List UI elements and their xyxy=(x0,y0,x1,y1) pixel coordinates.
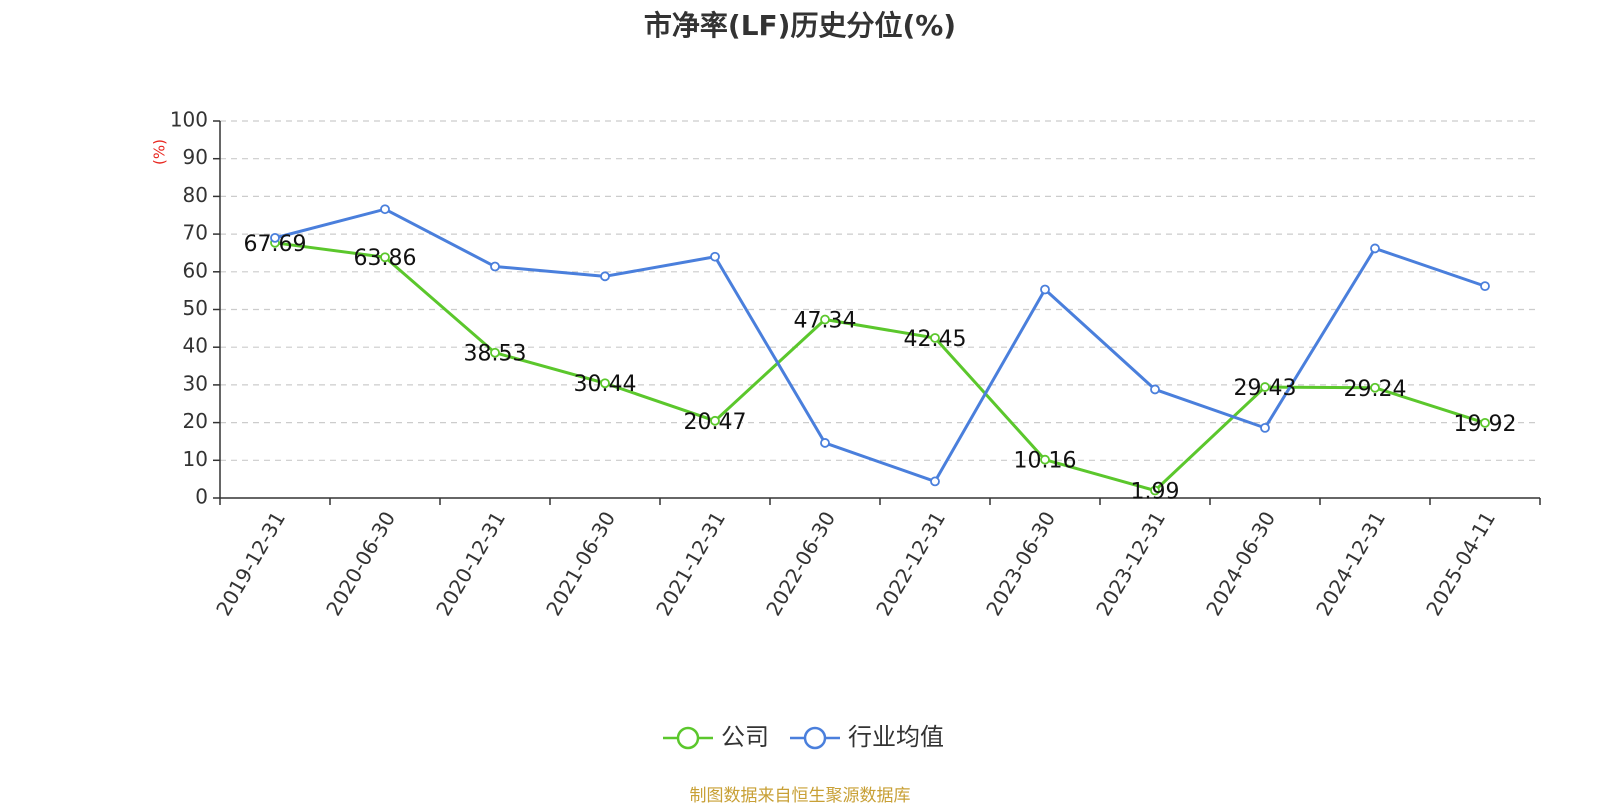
data-label-11: 19.92 xyxy=(1454,412,1517,437)
legend-item-1[interactable]: 行业均值 xyxy=(790,723,944,751)
data-point-s1-10[interactable] xyxy=(1370,243,1380,254)
data-label-6: 42.45 xyxy=(904,327,967,352)
data-point-s0-5[interactable] xyxy=(820,314,830,325)
data-point-s0-1[interactable] xyxy=(380,252,390,263)
y-tick-label-60: 60 xyxy=(183,258,208,282)
data-label-2: 38.53 xyxy=(464,342,527,367)
legend-label-0: 公司 xyxy=(721,723,769,751)
grid-lines xyxy=(220,120,1540,461)
data-point-s0-7[interactable] xyxy=(1040,454,1050,465)
data-point-s1-11[interactable] xyxy=(1480,281,1490,292)
data-point-s1-1[interactable] xyxy=(380,204,390,215)
data-point-s0-2[interactable] xyxy=(490,347,500,358)
y-tick-label-30: 30 xyxy=(183,371,208,395)
x-tick-label-6: 2022-12-31 xyxy=(871,507,950,620)
x-tick-label-2: 2020-12-31 xyxy=(431,507,510,620)
y-tick-label-70: 70 xyxy=(183,221,208,245)
data-label-3: 30.44 xyxy=(574,372,637,397)
series-line-0 xyxy=(274,241,1486,492)
series-line-1 xyxy=(274,207,1486,483)
x-tick-label-9: 2024-06-30 xyxy=(1201,507,1280,620)
y-tick-label-20: 20 xyxy=(183,409,208,433)
x-tick-label-1: 2020-06-30 xyxy=(321,507,400,620)
data-point-s1-8[interactable] xyxy=(1150,384,1160,395)
y-tick-label-100: 100 xyxy=(170,108,208,132)
legend-item-0[interactable]: 公司 xyxy=(663,723,769,751)
y-tick-label-90: 90 xyxy=(183,145,208,169)
data-point-s0-6[interactable] xyxy=(930,333,940,343)
data-label-5: 47.34 xyxy=(794,309,857,334)
series-lines xyxy=(270,204,1490,496)
data-point-s1-3[interactable] xyxy=(600,271,610,282)
data-point-s1-2[interactable] xyxy=(490,261,500,272)
y-axis-title: (%) xyxy=(151,139,169,165)
y-tick-label-40: 40 xyxy=(183,334,208,358)
x-tick-label-3: 2021-06-30 xyxy=(541,507,620,620)
data-point-s1-4[interactable] xyxy=(710,251,720,262)
data-point-s1-7[interactable] xyxy=(1040,284,1050,295)
x-tick-label-10: 2024-12-31 xyxy=(1311,507,1390,620)
x-tick-label-8: 2023-12-31 xyxy=(1091,507,1170,620)
legend[interactable]: 公司 行业均值 xyxy=(663,723,944,751)
y-tick-label-80: 80 xyxy=(183,183,208,207)
data-labels: 67.69 63.86 38.53 30.44 20.47 47.34 42.45 10.16… xyxy=(244,232,1517,505)
data-point-s0-11[interactable] xyxy=(1480,418,1490,428)
data-point-s0-3[interactable] xyxy=(600,378,610,389)
data-label-10: 29.24 xyxy=(1344,377,1407,402)
legend-label-1: 行业均值 xyxy=(848,723,944,751)
data-label-8: 1.99 xyxy=(1131,479,1180,504)
data-label-0: 67.69 xyxy=(244,232,307,257)
data-label-9: 29.43 xyxy=(1234,376,1297,401)
data-point-s0-4[interactable] xyxy=(710,415,720,426)
legend-marker-0 xyxy=(676,726,700,750)
data-point-s1-0[interactable] xyxy=(270,232,280,243)
data-point-s0-8[interactable] xyxy=(1150,485,1160,496)
x-tick-label-11: 2025-04-11 xyxy=(1421,507,1500,620)
data-point-s0-9[interactable] xyxy=(1260,382,1270,392)
data-point-s0-10[interactable] xyxy=(1370,382,1380,393)
y-tick-label-10: 10 xyxy=(183,447,208,471)
source-note: 制图数据来自恒生聚源数据库 xyxy=(689,786,911,806)
data-label-7: 10.16 xyxy=(1014,449,1077,474)
y-tick-label-0: 0 xyxy=(195,485,208,509)
x-tick-label-7: 2023-06-30 xyxy=(981,507,1060,620)
data-point-s1-5[interactable] xyxy=(820,438,830,448)
axes: 0 10 20 30 40 50 60 70 80 90 100 2019-12-31 2020-06-… xyxy=(170,108,1541,620)
data-point-s1-6[interactable] xyxy=(930,476,940,487)
x-tick-label-4: 2021-12-31 xyxy=(651,507,730,620)
data-point-s1-9[interactable] xyxy=(1260,422,1270,433)
x-tick-label-5: 2022-06-30 xyxy=(761,507,840,620)
data-label-1: 63.86 xyxy=(354,246,417,271)
x-tick-label-0: 2019-12-31 xyxy=(211,507,290,620)
chart-title: 市净率(LF)历史分位(%) xyxy=(643,9,957,42)
data-label-4: 20.47 xyxy=(684,410,747,435)
y-tick-label-50: 50 xyxy=(183,296,208,320)
legend-marker-1 xyxy=(803,726,827,750)
